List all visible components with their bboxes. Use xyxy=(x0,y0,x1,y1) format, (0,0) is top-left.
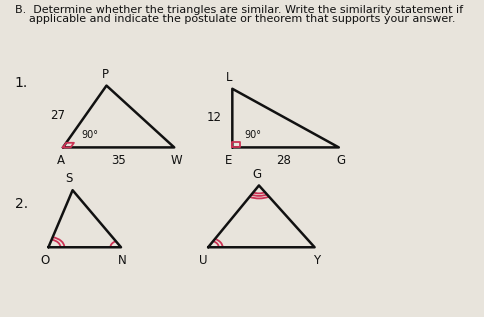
Text: 27: 27 xyxy=(50,109,65,122)
Text: U: U xyxy=(199,254,208,267)
Text: N: N xyxy=(118,254,127,267)
Text: Y: Y xyxy=(314,254,320,267)
Text: E: E xyxy=(225,154,232,167)
Text: B.  Determine whether the triangles are similar. Write the similarity statement : B. Determine whether the triangles are s… xyxy=(15,5,463,15)
Text: 90°: 90° xyxy=(81,130,98,140)
Text: O: O xyxy=(40,254,50,267)
Text: W: W xyxy=(171,154,182,167)
Text: 28: 28 xyxy=(276,154,290,167)
Text: 35: 35 xyxy=(111,154,126,167)
Text: L: L xyxy=(226,71,232,84)
Text: 90°: 90° xyxy=(244,130,261,140)
Text: 1.: 1. xyxy=(15,76,28,90)
Text: G: G xyxy=(252,168,261,181)
Text: P: P xyxy=(102,68,109,81)
Text: S: S xyxy=(65,172,73,185)
Text: 2.: 2. xyxy=(15,197,28,210)
Text: 12: 12 xyxy=(207,111,222,125)
Text: applicable and indicate the postulate or theorem that supports your answer.: applicable and indicate the postulate or… xyxy=(15,14,455,24)
Text: G: G xyxy=(337,154,346,167)
Text: A: A xyxy=(57,154,64,167)
